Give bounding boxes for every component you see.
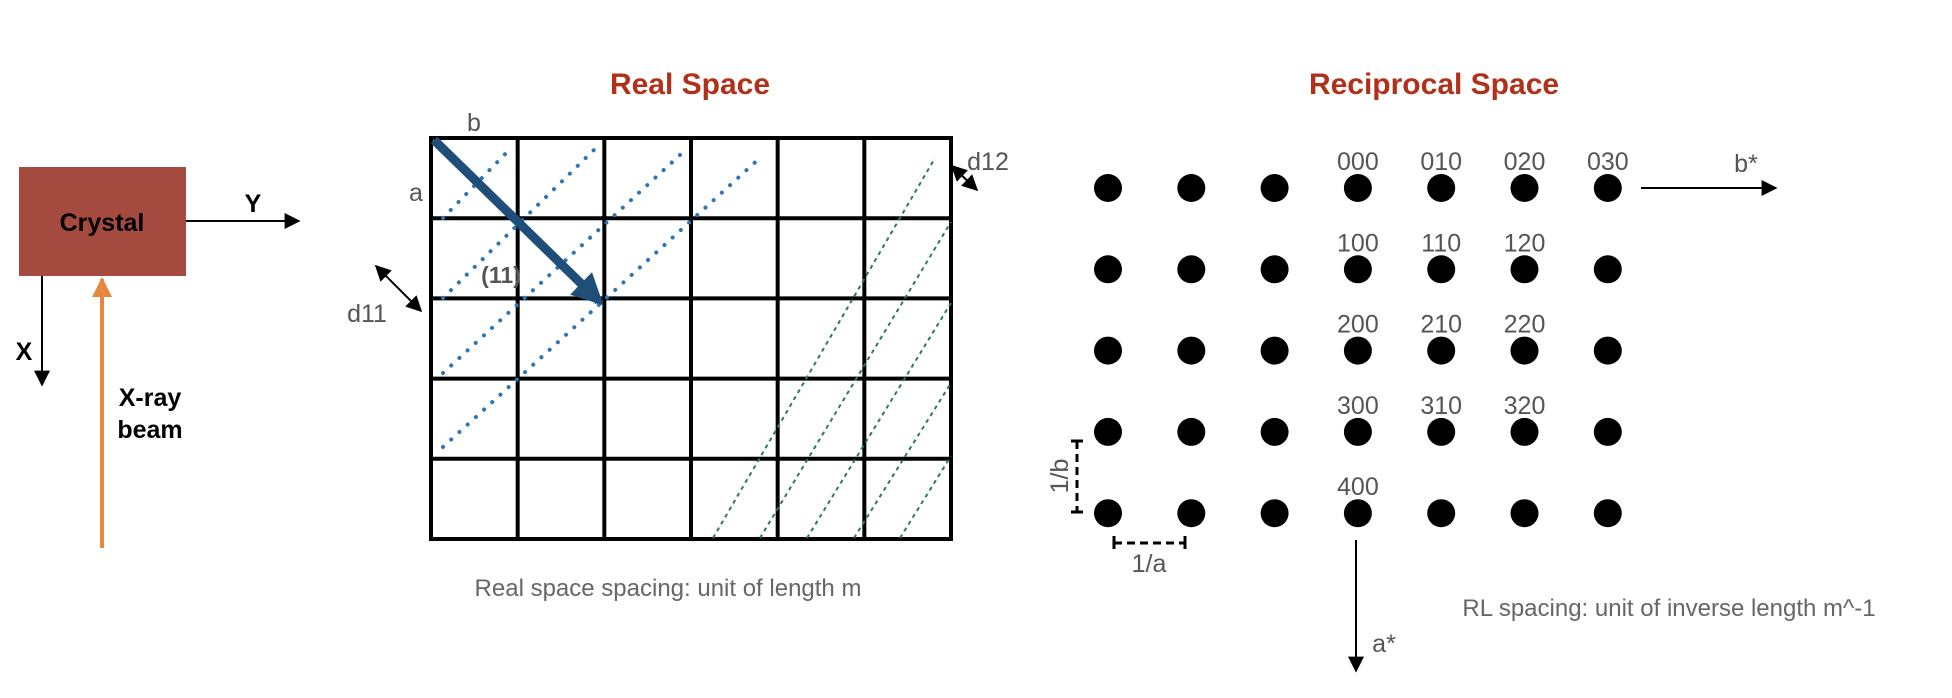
plane-line-12 [806, 302, 952, 539]
lattice-point [1510, 255, 1539, 284]
spacing-label-1-over-b: 1/b [1046, 459, 1074, 494]
lattice-point [1343, 336, 1372, 365]
lattice-point [1177, 336, 1206, 365]
lattice-point [1343, 499, 1372, 528]
a-star-label: a* [1372, 630, 1396, 658]
lattice-point [1510, 417, 1539, 446]
xray-beam-label-line2: beam [117, 416, 182, 444]
y-axis-label: Y [245, 190, 262, 218]
lattice-point [1177, 174, 1206, 202]
lattice-point [1094, 499, 1122, 528]
x-axis-label: X [16, 338, 33, 366]
spacing-label-1-over-a: 1/a [1132, 550, 1167, 578]
b-star-label: b* [1734, 150, 1758, 178]
lattice-point [1510, 499, 1539, 528]
plane-line-12 [853, 382, 952, 539]
lattice-point [1427, 174, 1456, 202]
xray-beam-label-line1: X-ray [119, 384, 182, 412]
reciprocal-lattice [1094, 174, 1622, 528]
lattice-point [1343, 417, 1372, 446]
plane-line-12 [712, 157, 936, 539]
miller-index-label: 110 [1421, 229, 1461, 257]
spacing-bracket-1-over-a [1112, 536, 1187, 549]
miller-index-label: 220 [1504, 311, 1546, 339]
real-label-a: a [409, 179, 423, 207]
real-space-panel: Real Space b a (11) d12 d11 Real space s [347, 68, 1009, 602]
miller-index-label: 300 [1337, 392, 1379, 420]
lattice-point [1427, 336, 1456, 365]
d11-spacing-arrow [374, 264, 423, 313]
lattice-point [1260, 499, 1289, 528]
lattice-point [1427, 499, 1456, 528]
crystal-label: Crystal [60, 209, 145, 237]
miller-index-label: 320 [1504, 392, 1546, 420]
miller-index-label: 010 [1420, 148, 1462, 176]
d12-label: d12 [967, 148, 1009, 176]
lattice-point [1260, 417, 1289, 446]
spacing-bracket-1-over-b [1071, 439, 1083, 514]
reciprocal-index-labels: 000 010 020 030 100 110 120 200 210 220 300 310 320 4… [1337, 148, 1629, 501]
crystal-block [19, 167, 186, 276]
crystal-setup: Crystal Y X X-ray beam [16, 167, 301, 548]
reciprocal-space-caption: RL spacing: unit of inverse length m^-1 [1462, 595, 1875, 622]
lattice-point [1343, 255, 1372, 284]
plane-lines-12 [712, 157, 952, 539]
lattice-point [1427, 417, 1456, 446]
lattice-point [1094, 417, 1122, 446]
lattice-point [1094, 336, 1122, 365]
d12-spacing-arrow [950, 164, 979, 192]
lattice-point [1593, 499, 1622, 528]
plane-line-12 [899, 455, 952, 539]
lattice-point [1177, 499, 1206, 528]
lattice-point [1593, 174, 1622, 202]
lattice-point [1260, 174, 1289, 202]
lattice-point [1510, 174, 1539, 202]
plane-line-12 [759, 221, 952, 539]
lattice-point [1593, 417, 1622, 446]
real-space-grid [429, 136, 953, 541]
lattice-point [1260, 336, 1289, 365]
d11-label: d11 [347, 300, 387, 328]
lattice-point [1094, 174, 1122, 202]
plane-label-11: (11) [481, 262, 521, 288]
direction-arrow-11 [430, 136, 604, 306]
reciprocal-space-panel: Reciprocal Space 000 010 020 030 100 110 120 20… [1046, 68, 1876, 673]
plane-line-11 [441, 153, 682, 375]
lattice-point [1427, 255, 1456, 284]
miller-index-label: 400 [1337, 473, 1379, 501]
lattice-point [1260, 255, 1289, 284]
lattice-point [1593, 255, 1622, 284]
lattice-point [1343, 174, 1372, 202]
miller-index-label: 000 [1337, 148, 1379, 176]
real-space-caption: Real space spacing: unit of length m [475, 575, 862, 602]
lattice-point [1177, 417, 1206, 446]
miller-index-label: 200 [1337, 311, 1379, 339]
miller-index-label: 210 [1420, 311, 1462, 339]
real-label-b: b [467, 109, 481, 137]
miller-index-label: 030 [1587, 148, 1629, 176]
real-space-title: Real Space [610, 68, 770, 101]
lattice-point [1510, 336, 1539, 365]
miller-index-label: 120 [1504, 229, 1546, 257]
miller-index-label: 020 [1504, 148, 1546, 176]
reciprocal-space-title: Reciprocal Space [1309, 68, 1559, 101]
lattice-point [1094, 255, 1122, 284]
lattice-point [1593, 336, 1622, 365]
lattice-point [1177, 255, 1206, 284]
miller-index-label: 100 [1337, 229, 1379, 257]
miller-index-label: 310 [1420, 392, 1462, 420]
